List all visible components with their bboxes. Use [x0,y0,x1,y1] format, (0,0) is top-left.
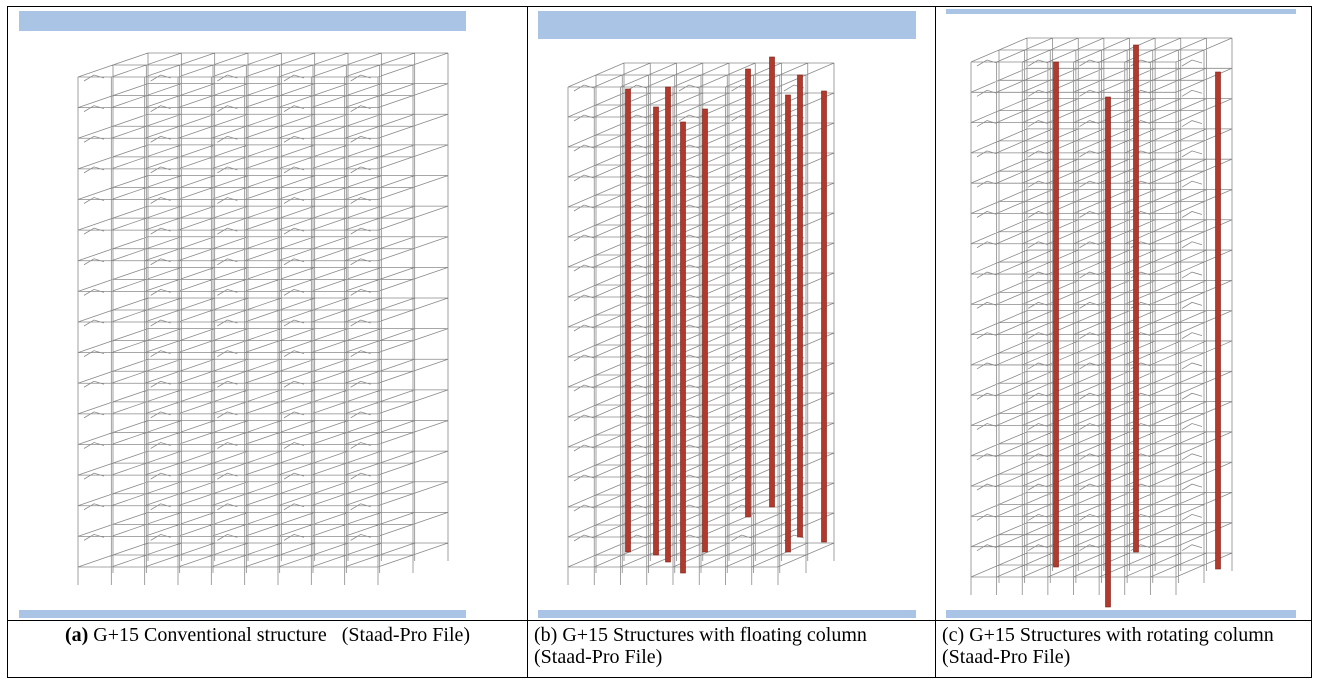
highlighted-column [1053,61,1059,568]
highlighted-column [625,88,631,553]
highlighted-column [745,68,751,518]
wireframe [77,52,449,585]
highlighted-column [680,121,686,574]
caption-cell: (c) G+15 Structures with rotating column… [935,620,1312,678]
title-bar [946,9,1296,14]
status-bar [946,610,1296,618]
structure-image [946,9,1296,618]
highlighted-column [769,56,775,508]
caption: (b) G+15 Structures with floating column… [534,624,872,668]
highlighted-column [702,108,708,553]
highlighted-column [797,74,803,538]
caption-label: (a) [64,624,89,646]
image-cell [7,6,528,621]
title-bar [538,11,916,39]
image-cell [935,6,1312,621]
highlighted-column [1215,71,1221,570]
highlighted-column [1105,96,1111,608]
caption: G+15 Conventional structure (Staad-Pro F… [93,624,471,646]
structure-image [538,11,916,618]
image-cell [527,6,936,621]
highlighted-column [785,94,791,553]
highlighted-column [821,90,827,543]
caption-cell: (a) G+15 Conventional structure (Staad-P… [7,620,528,678]
wireframe [970,37,1233,595]
highlighted-column [1133,44,1139,553]
wireframe [567,62,835,585]
highlighted-column [653,106,659,556]
caption-cell: (b) G+15 Structures with floating column… [527,620,936,678]
title-bar [19,11,466,31]
highlighted-column [665,86,671,563]
status-bar [19,610,466,618]
status-bar [538,610,916,618]
structure-image [19,11,466,618]
caption: (c) G+15 Structures with rotating column… [942,624,1279,668]
